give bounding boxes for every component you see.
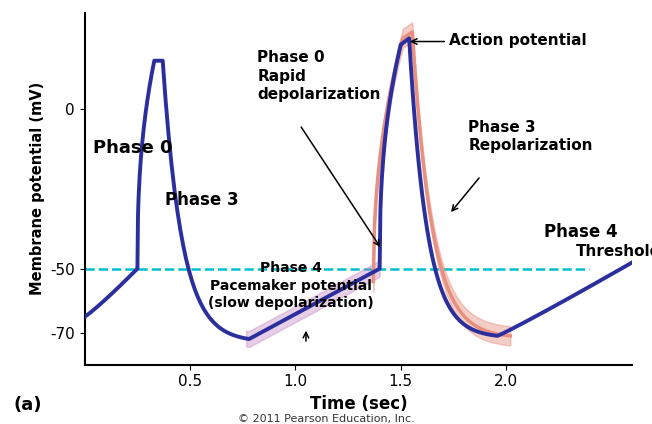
- Text: Phase 3: Phase 3: [165, 191, 239, 209]
- Y-axis label: Membrane potential (mV): Membrane potential (mV): [30, 82, 45, 295]
- Text: Phase 0: Phase 0: [93, 139, 173, 157]
- Text: Threshold: Threshold: [576, 244, 652, 259]
- Text: Phase 3
Repolarization: Phase 3 Repolarization: [468, 120, 593, 153]
- Text: Phase 4: Phase 4: [544, 223, 617, 241]
- Text: (a): (a): [14, 396, 42, 414]
- Text: Action potential: Action potential: [449, 33, 587, 48]
- X-axis label: Time (sec): Time (sec): [310, 395, 408, 413]
- Text: Phase 0
Rapid
depolarization: Phase 0 Rapid depolarization: [258, 50, 381, 102]
- Text: Phase 4
Pacemaker potential
(slow depolarization): Phase 4 Pacemaker potential (slow depola…: [209, 262, 374, 310]
- Text: © 2011 Pearson Education, Inc.: © 2011 Pearson Education, Inc.: [237, 414, 415, 424]
